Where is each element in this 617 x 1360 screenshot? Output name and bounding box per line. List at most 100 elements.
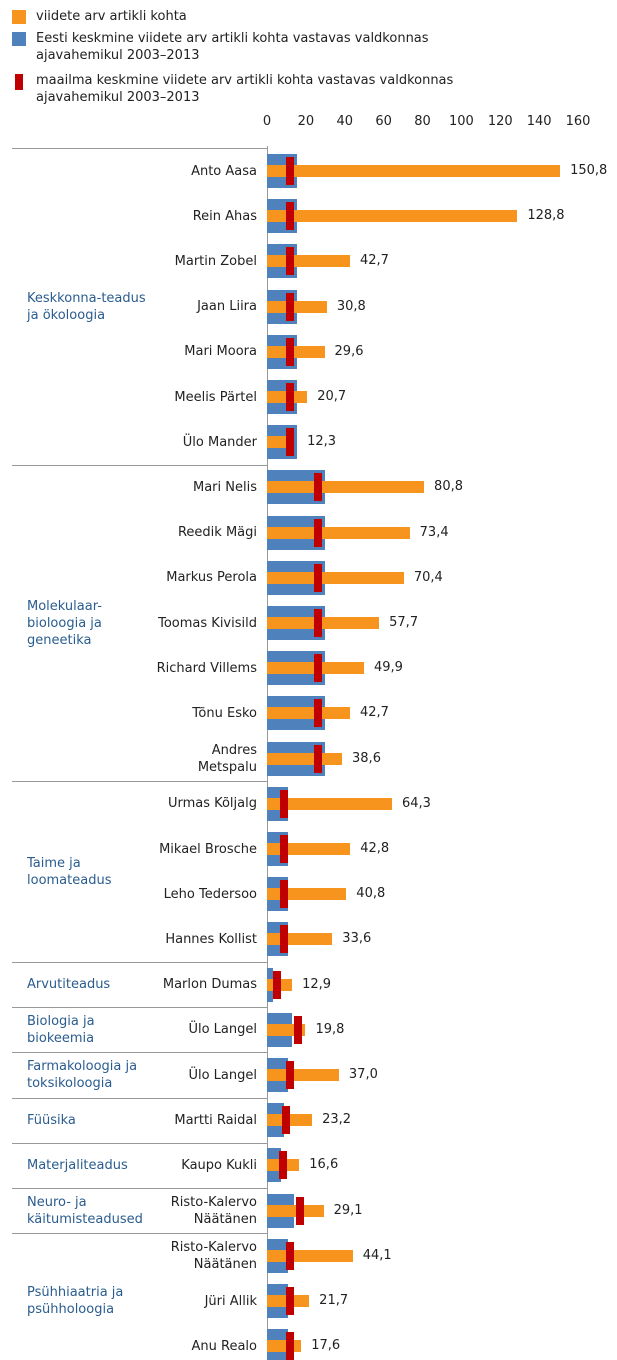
world-average-marker — [286, 157, 295, 185]
legend-swatch — [15, 74, 23, 90]
legend-swatch — [12, 32, 26, 46]
legend-label: viidete arv artikli kohta — [36, 9, 187, 24]
citation-bar — [267, 752, 343, 765]
group-separator — [12, 1097, 267, 1099]
category-label: Tõnu Esko — [192, 705, 257, 721]
citation-bar — [267, 300, 327, 313]
group-separator — [12, 464, 267, 466]
world-average-marker — [313, 518, 322, 547]
citation-bar — [267, 436, 291, 449]
category-label: Jaan Liira — [197, 299, 257, 315]
value-label: 150,8 — [570, 163, 608, 178]
value-label: 80,8 — [434, 479, 463, 495]
citation-bar — [267, 1249, 353, 1262]
category-label: Urmas Kõljalg — [167, 796, 257, 812]
value-label: 29,1 — [333, 1202, 363, 1218]
category-label: Martin Zobel — [174, 253, 257, 269]
x-tick-label: 160 — [565, 114, 591, 129]
category-label: Reedik Mägi — [177, 525, 257, 541]
group-label: Materjaliteadus — [27, 1157, 128, 1173]
group-label: Farmakoloogia ja toksikoloogia — [27, 1059, 138, 1091]
value-label: 30,8 — [336, 298, 366, 314]
category-label: Richard Villems — [156, 660, 257, 676]
value-label: 64,3 — [401, 795, 431, 811]
group-separator — [12, 148, 267, 150]
citation-bar — [267, 933, 333, 946]
category-label: Markus Perola — [166, 570, 257, 586]
category-label: Anto Aasa — [191, 163, 257, 179]
world-average-marker — [313, 563, 322, 592]
category-label: Ülo Mander — [182, 434, 257, 450]
world-average-marker — [278, 1151, 287, 1180]
citation-bar — [267, 617, 380, 629]
value-label: 12,9 — [302, 976, 332, 992]
world-average-marker — [286, 1241, 295, 1270]
group-label: Taime ja loomateadus — [27, 855, 112, 888]
legend-label: maailma keskmine viidete arv artikli koh… — [36, 73, 454, 105]
category-label: Risto-Kalervo Näätänen — [170, 1194, 257, 1227]
value-label: 16,6 — [309, 1157, 339, 1173]
world-average-marker — [272, 970, 281, 999]
category-label: Toomas Kivisild — [158, 615, 257, 631]
world-average-marker — [313, 473, 322, 502]
category-label: Andres Metspalu — [197, 742, 257, 775]
value-label: 21,7 — [319, 1293, 349, 1308]
value-label: 19,8 — [315, 1021, 345, 1037]
value-label: 12,3 — [307, 434, 337, 450]
citation-bar — [267, 481, 425, 494]
group-label: Molekulaar-bioloogia ja geneetika — [27, 598, 102, 648]
category-label: Anu Realo — [191, 1338, 257, 1354]
group-separator — [12, 962, 267, 963]
category-label: Mari Nelis — [193, 479, 257, 495]
citation-bar — [267, 797, 392, 810]
world-average-marker — [280, 835, 289, 863]
world-average-marker — [286, 337, 295, 366]
citation-bar — [267, 1340, 302, 1353]
value-label: 23,2 — [322, 1112, 352, 1128]
world-average-marker — [280, 880, 289, 909]
world-average-marker — [286, 428, 295, 457]
value-label: 38,6 — [352, 750, 381, 766]
citation-bar — [267, 707, 350, 720]
citation-bar — [267, 210, 518, 223]
x-tick-label: 80 — [414, 114, 431, 129]
x-tick-label: 0 — [262, 114, 272, 129]
group-label: Biologia ja biokeemia — [27, 1013, 95, 1046]
citation-bar — [267, 255, 350, 268]
citation-bar — [267, 1204, 324, 1217]
legend-swatch — [12, 10, 26, 24]
x-tick-label: 120 — [487, 114, 513, 129]
value-label: 37,0 — [348, 1067, 378, 1082]
world-average-marker — [296, 1196, 305, 1225]
world-average-marker — [286, 1332, 295, 1360]
group-separator — [12, 1142, 267, 1144]
category-label: Marlon Dumas — [162, 977, 257, 993]
category-label: Rein Ahas — [192, 208, 257, 224]
x-tick-label: 20 — [297, 114, 315, 129]
category-label: Ülo Langel — [188, 1067, 257, 1083]
group-label: Arvutiteadus — [27, 977, 111, 993]
category-label: Mari Moora — [184, 344, 257, 360]
category-label: Kaupo Kukli — [181, 1157, 257, 1173]
citation-bar — [267, 526, 410, 539]
world-average-marker — [280, 789, 289, 818]
value-label: 29,6 — [334, 343, 364, 359]
value-label: 42,8 — [360, 841, 390, 856]
group-label: Neuro- ja käitumisteadused — [27, 1194, 143, 1227]
value-label: 42,7 — [359, 253, 389, 269]
category-label: Ülo Langel — [188, 1022, 257, 1038]
value-label: 73,4 — [419, 524, 449, 540]
world-average-marker — [286, 1061, 295, 1089]
value-label: 17,6 — [311, 1338, 341, 1354]
world-average-marker — [294, 1015, 303, 1044]
legend-label: Eesti keskmine viidete arv artikli kohta… — [36, 31, 429, 63]
group-separator — [12, 1233, 267, 1235]
x-tick-label: 140 — [526, 114, 552, 129]
world-average-marker — [286, 292, 295, 321]
group-label: Psühhiaatria ja psühholoogia — [27, 1285, 124, 1317]
group-separator — [12, 781, 267, 783]
citation-bar — [267, 165, 561, 177]
world-average-marker — [286, 202, 295, 231]
citation-bar — [267, 345, 325, 358]
